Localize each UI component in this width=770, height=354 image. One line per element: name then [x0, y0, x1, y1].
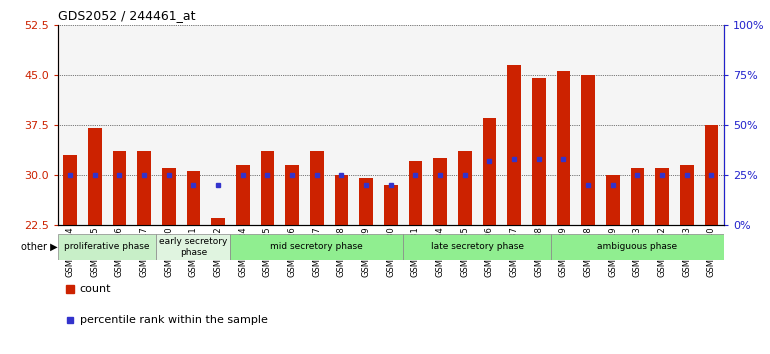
Bar: [705, 125, 718, 225]
Bar: [261, 152, 274, 225]
Bar: [434, 158, 447, 225]
Bar: [186, 171, 200, 225]
Text: late secretory phase: late secretory phase: [430, 242, 524, 251]
Bar: [483, 118, 496, 225]
Bar: [532, 78, 546, 225]
Text: count: count: [80, 284, 111, 293]
Bar: [581, 75, 595, 225]
Bar: [680, 165, 694, 225]
Bar: [655, 168, 669, 225]
Bar: [211, 218, 225, 225]
Bar: [230, 234, 403, 260]
Bar: [631, 168, 644, 225]
Text: mid secretory phase: mid secretory phase: [270, 242, 363, 251]
Text: ambiguous phase: ambiguous phase: [598, 242, 678, 251]
Text: GDS2052 / 244461_at: GDS2052 / 244461_at: [58, 9, 196, 22]
Bar: [137, 152, 151, 225]
Bar: [286, 165, 299, 225]
Bar: [409, 161, 422, 225]
Bar: [112, 152, 126, 225]
Bar: [156, 234, 230, 260]
Bar: [58, 234, 156, 260]
Bar: [606, 175, 620, 225]
Bar: [236, 165, 249, 225]
Bar: [360, 178, 373, 225]
Bar: [384, 185, 397, 225]
Bar: [507, 65, 521, 225]
Bar: [162, 168, 176, 225]
Bar: [551, 234, 724, 260]
Text: proliferative phase: proliferative phase: [65, 242, 150, 251]
Bar: [458, 152, 471, 225]
Text: early secretory
phase: early secretory phase: [159, 237, 228, 257]
Text: percentile rank within the sample: percentile rank within the sample: [80, 315, 268, 325]
Bar: [310, 152, 323, 225]
Bar: [403, 234, 551, 260]
Text: other ▶: other ▶: [21, 242, 58, 252]
Bar: [335, 175, 348, 225]
Bar: [63, 155, 77, 225]
Bar: [557, 72, 571, 225]
Bar: [88, 128, 102, 225]
